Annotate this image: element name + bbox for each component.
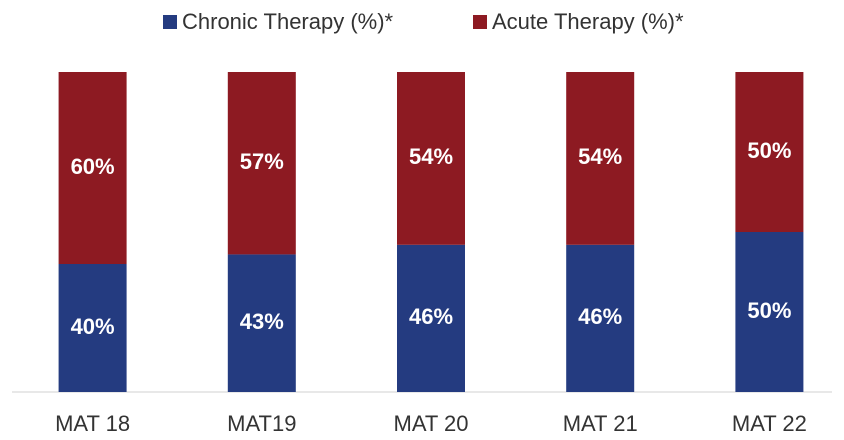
data-label: 54% [578,144,622,169]
data-label: 54% [409,144,453,169]
bar-segment [227,254,296,392]
data-label: 40% [71,314,115,339]
data-label: 50% [747,138,791,163]
x-tick-label: MAT19 [227,411,296,436]
x-tick-label: MAT 22 [732,411,807,436]
bar-segment [735,232,804,392]
data-label: 57% [240,149,284,174]
data-label: 50% [747,298,791,323]
x-tick-label: MAT 18 [55,411,130,436]
bar-segment [397,72,465,245]
bar-segment [397,244,465,392]
data-label: 60% [71,154,115,179]
bar-segment [58,72,127,264]
legend-label: Acute Therapy (%)* [492,9,684,34]
data-label: 43% [240,309,284,334]
legend-swatch [473,15,487,29]
legend-swatch [163,15,177,29]
x-tick-label: MAT 21 [563,411,638,436]
data-label: 46% [409,304,453,329]
bar-segment [566,72,635,245]
bar-segment [227,72,296,255]
bar-segment [566,244,635,392]
x-tick-label: MAT 20 [394,411,469,436]
legend-label: Chronic Therapy (%)* [182,9,394,34]
bar-segment [58,264,127,392]
data-label: 46% [578,304,622,329]
bar-segment [735,72,804,232]
